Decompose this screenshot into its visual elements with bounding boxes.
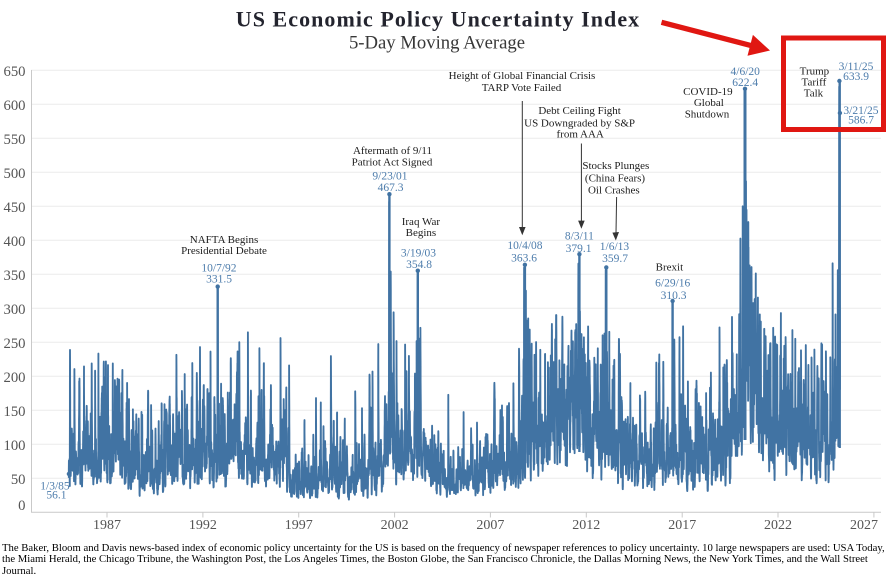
svg-text:NAFTA Begins: NAFTA Begins: [190, 234, 259, 246]
svg-text:3/19/03: 3/19/03: [401, 248, 436, 260]
svg-text:from AAA: from AAA: [557, 129, 604, 141]
svg-text:COVID-19: COVID-19: [683, 86, 733, 98]
svg-text:2022: 2022: [764, 518, 792, 533]
svg-text:0: 0: [18, 498, 25, 514]
svg-text:Brexit: Brexit: [656, 262, 684, 274]
svg-text:Presidential Debate: Presidential Debate: [181, 245, 267, 257]
svg-text:Oil Crashes: Oil Crashes: [588, 185, 640, 197]
svg-text:1/3/85: 1/3/85: [40, 480, 70, 492]
svg-text:Trump: Trump: [800, 66, 830, 78]
svg-text:3/21/25: 3/21/25: [843, 105, 878, 117]
svg-text:US Economic Policy Uncertainty: US Economic Policy Uncertainty Index: [236, 7, 640, 32]
svg-text:Stocks Plunges: Stocks Plunges: [582, 160, 649, 172]
svg-text:1997: 1997: [285, 518, 313, 533]
svg-text:Talk: Talk: [804, 87, 824, 99]
svg-text:2017: 2017: [668, 518, 696, 533]
svg-text:2002: 2002: [381, 518, 409, 533]
svg-text:310.3: 310.3: [661, 290, 687, 302]
svg-text:250: 250: [3, 336, 25, 352]
svg-text:379.1: 379.1: [566, 243, 592, 255]
svg-text:Iraq War: Iraq War: [402, 216, 441, 228]
svg-text:Begins: Begins: [406, 227, 437, 239]
svg-text:56.1: 56.1: [46, 489, 66, 501]
svg-text:(China Fears): (China Fears): [585, 173, 646, 185]
svg-text:363.6: 363.6: [511, 253, 537, 265]
svg-text:50: 50: [11, 472, 26, 488]
svg-text:4/6/20: 4/6/20: [731, 66, 761, 78]
svg-text:5-Day Moving Average: 5-Day Moving Average: [349, 33, 525, 54]
svg-text:10/4/08: 10/4/08: [507, 240, 542, 252]
svg-text:586.7: 586.7: [848, 115, 874, 127]
svg-text:Debt Ceiling Fight: Debt Ceiling Fight: [538, 105, 621, 117]
svg-text:200: 200: [3, 370, 25, 386]
svg-text:633.9: 633.9: [843, 71, 869, 83]
svg-text:2012: 2012: [572, 518, 600, 533]
svg-text:467.3: 467.3: [378, 182, 404, 194]
svg-text:Tariff: Tariff: [802, 76, 827, 88]
svg-text:100: 100: [3, 438, 25, 454]
svg-text:500: 500: [3, 166, 25, 182]
svg-text:Patriot Act Signed: Patriot Act Signed: [352, 157, 433, 169]
svg-text:6/29/16: 6/29/16: [655, 278, 690, 290]
svg-text:US Downgraded by S&P: US Downgraded by S&P: [524, 118, 635, 130]
svg-text:1992: 1992: [189, 518, 217, 533]
svg-text:450: 450: [3, 200, 25, 216]
svg-text:8/3/11: 8/3/11: [565, 230, 594, 242]
svg-text:Aftermath of 9/11: Aftermath of 9/11: [353, 145, 432, 157]
svg-text:400: 400: [3, 234, 25, 250]
svg-text:2027: 2027: [850, 518, 878, 533]
svg-text:550: 550: [3, 132, 25, 148]
svg-text:3/11/25: 3/11/25: [839, 61, 874, 73]
svg-text:9/23/01: 9/23/01: [372, 171, 407, 183]
svg-text:650: 650: [3, 64, 25, 80]
svg-text:2007: 2007: [476, 518, 504, 533]
svg-text:622.4: 622.4: [732, 77, 758, 89]
svg-text:600: 600: [3, 98, 25, 114]
svg-text:331.5: 331.5: [206, 274, 232, 286]
svg-text:300: 300: [3, 302, 25, 318]
svg-text:359.7: 359.7: [602, 253, 628, 265]
svg-text:1987: 1987: [93, 518, 121, 533]
svg-text:Height of Global Financial Cri: Height of Global Financial Crisis: [449, 70, 596, 82]
svg-text:TARP Vote Failed: TARP Vote Failed: [482, 82, 562, 94]
svg-text:10/7/92: 10/7/92: [201, 262, 236, 274]
svg-text:Global: Global: [694, 97, 724, 109]
svg-text:354.8: 354.8: [406, 259, 432, 271]
svg-text:350: 350: [3, 268, 25, 284]
svg-text:Shutdown: Shutdown: [685, 108, 730, 120]
svg-text:150: 150: [3, 404, 25, 420]
svg-text:1/6/13: 1/6/13: [600, 241, 630, 253]
